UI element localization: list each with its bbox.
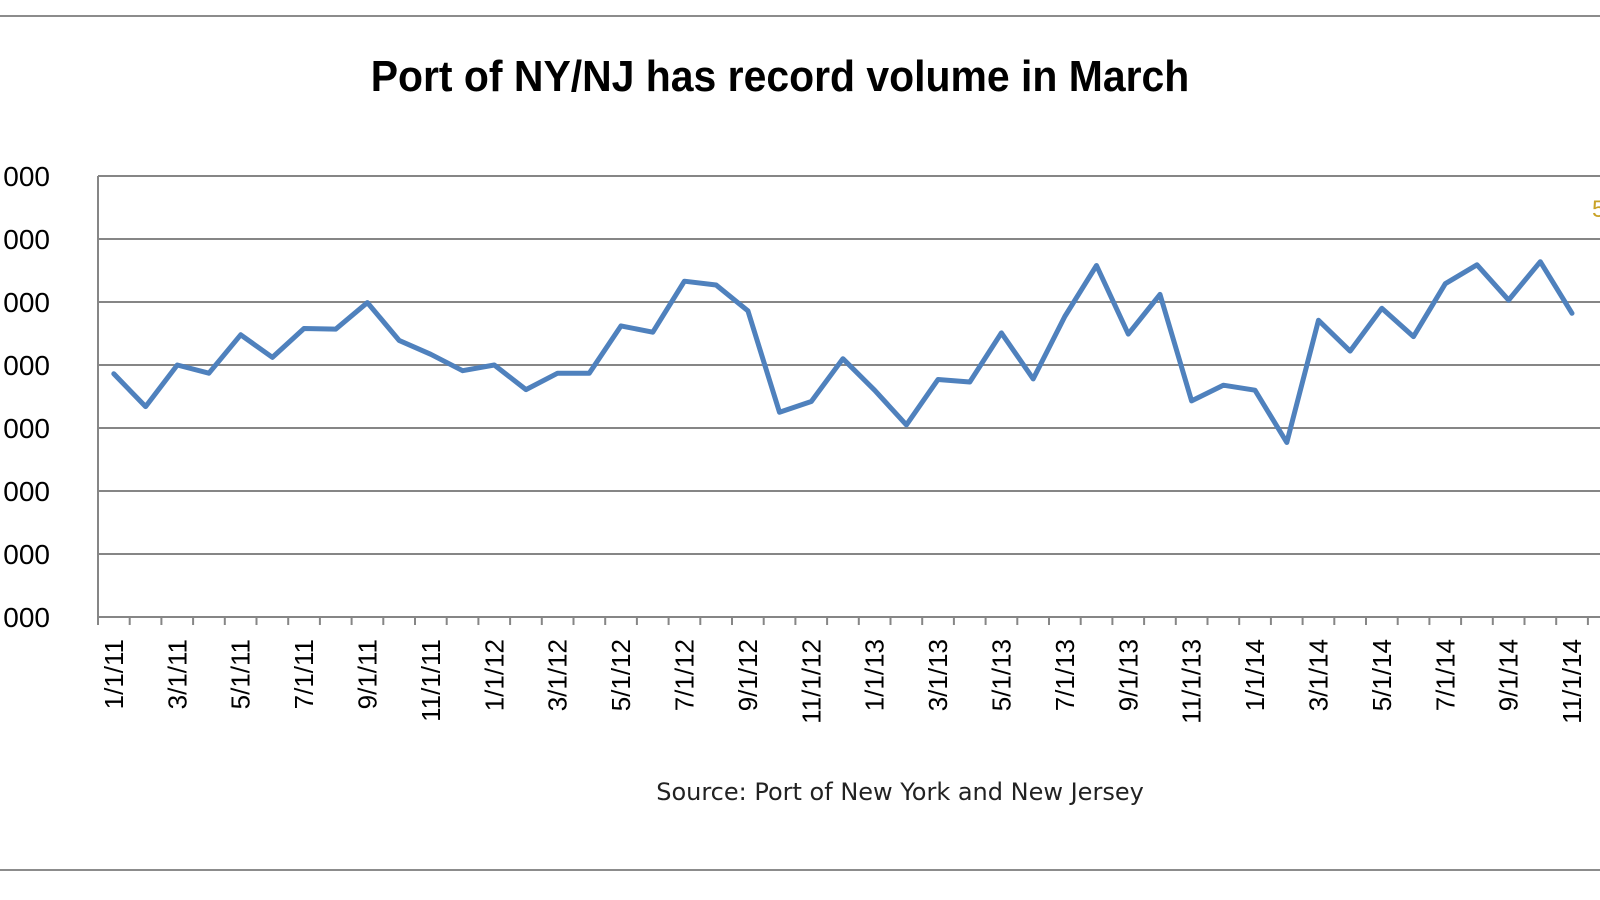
x-tick-label: 1/1/13 (860, 639, 890, 711)
data-label: 5 (1592, 196, 1600, 223)
x-tick-label: 3/1/13 (923, 639, 953, 711)
x-tick-label: 11/1/13 (1177, 639, 1207, 724)
y-tick-label: 000 (3, 602, 50, 633)
x-tick-label: 11/1/12 (796, 639, 826, 724)
series-line (111, 259, 1575, 445)
plot-area: 000 000 000 000 000 000 000 000 1/1/11 3/1/11 5/1/… (3, 161, 1600, 724)
x-tick-label: 11/1/14 (1557, 639, 1587, 724)
x-tick-label: 1/1/14 (1240, 639, 1270, 711)
y-tick-label: 000 (3, 539, 50, 570)
x-tick-label: 7/1/11 (289, 639, 319, 709)
x-tick-label: 5/1/13 (986, 639, 1016, 711)
y-tick-label: 000 (3, 161, 50, 192)
x-tick-label: 3/1/14 (1303, 639, 1333, 711)
x-tick-label: 9/1/12 (733, 639, 763, 711)
x-tick-label: 5/1/11 (226, 639, 256, 709)
x-tick-label: 7/1/13 (1050, 639, 1080, 711)
y-tick-label: 000 (3, 413, 50, 444)
x-tick-label: 5/1/14 (1367, 639, 1397, 711)
x-tick-label: 7/1/14 (1430, 639, 1460, 711)
x-tick-label: 11/1/11 (416, 639, 446, 722)
y-tick-label: 000 (3, 476, 50, 507)
x-tick-label: 5/1/12 (606, 639, 636, 711)
x-tick-label: 9/1/13 (1113, 639, 1143, 711)
chart-title: Port of NY/NJ has record volume in March (370, 52, 1190, 101)
x-tick-label: 1/1/11 (99, 639, 129, 709)
y-tick-label: 000 (3, 287, 50, 318)
x-tick-label: 3/1/12 (543, 639, 573, 711)
x-tick-label: 7/1/12 (669, 639, 699, 711)
chart-source: Source: Port of New York and New Jersey (656, 778, 1144, 806)
y-tick-label: 000 (3, 350, 50, 381)
x-tick-label: 9/1/14 (1494, 639, 1524, 711)
x-tick-label: 9/1/11 (352, 639, 382, 709)
y-tick-label: 000 (3, 224, 50, 255)
x-tick-label: 3/1/11 (162, 639, 192, 709)
x-tick-label: 1/1/12 (479, 639, 509, 711)
